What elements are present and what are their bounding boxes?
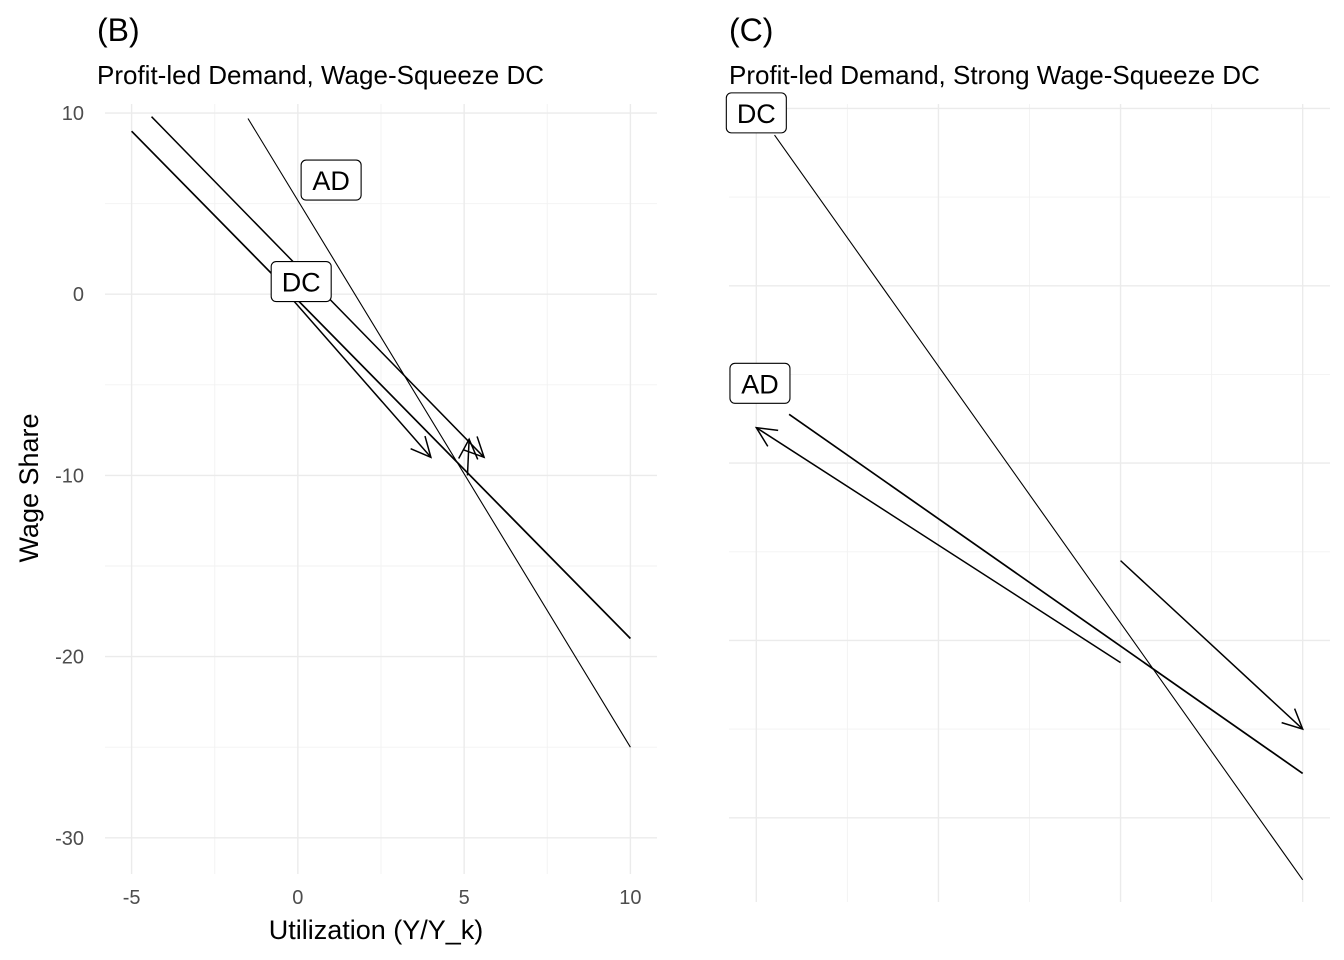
arrow-head xyxy=(754,426,779,447)
label-dc: DC xyxy=(282,268,321,298)
arrow-shaft xyxy=(466,439,470,476)
series-dc-line xyxy=(130,130,632,640)
label-ad: AD xyxy=(312,166,350,196)
arrow-shaft xyxy=(755,427,1121,664)
panel-b-curves xyxy=(130,116,632,748)
y-tick-label: -30 xyxy=(55,828,84,850)
panel-b-grid xyxy=(105,104,657,874)
x-tick-label: 10 xyxy=(619,887,641,909)
panel-c-grid xyxy=(729,104,1330,902)
y-tick-label: 0 xyxy=(73,284,84,306)
arrow-head xyxy=(410,435,433,459)
panel-c: DC AD (C) Profit-led Demand, Strong Wage-… xyxy=(725,12,1330,902)
panel-c-title: Profit-led Demand, Strong Wage-Squeeze D… xyxy=(729,60,1260,90)
panel-c-curves xyxy=(754,134,1304,881)
label-box-ad xyxy=(729,362,791,404)
x-tick-label: 5 xyxy=(459,887,470,909)
arrow-head xyxy=(458,437,479,460)
label-dc: DC xyxy=(737,99,776,129)
y-axis-title: Wage Share xyxy=(14,413,44,562)
x-tick-label: -5 xyxy=(123,887,141,909)
label-box-dc xyxy=(270,261,332,303)
arrow-head xyxy=(1281,708,1304,731)
arrow-head xyxy=(463,436,486,459)
series-ad-line xyxy=(788,413,1304,775)
panel-b-ticks: -5 0 5 10 10 0 -10 -20 -30 xyxy=(55,103,641,909)
label-ad: AD xyxy=(741,369,779,399)
y-tick-label: -20 xyxy=(55,647,84,669)
panel-b-labels: AD DC xyxy=(270,159,362,303)
panel-c-labels: DC AD xyxy=(725,92,791,404)
series-ad-line xyxy=(247,118,631,748)
label-box-dc xyxy=(725,92,787,134)
x-axis-title: Utilization (Y/Y_k) xyxy=(269,915,484,945)
panel-b-tag: (B) xyxy=(97,12,140,48)
label-box-ad xyxy=(300,159,362,201)
series-dc-line xyxy=(774,134,1304,881)
panel-c-tag: (C) xyxy=(729,12,773,48)
arrow-shaft xyxy=(287,293,432,458)
x-tick-label: 0 xyxy=(292,887,303,909)
y-tick-label: 10 xyxy=(62,103,84,125)
arrow-shaft xyxy=(1120,560,1304,730)
panel-b-title: Profit-led Demand, Wage-Squeeze DC xyxy=(97,60,544,90)
panel-b: AD DC -5 0 5 10 10 0 -10 -20 -30 (B) Profit-led D… xyxy=(14,12,657,945)
y-tick-label: -10 xyxy=(55,465,84,487)
